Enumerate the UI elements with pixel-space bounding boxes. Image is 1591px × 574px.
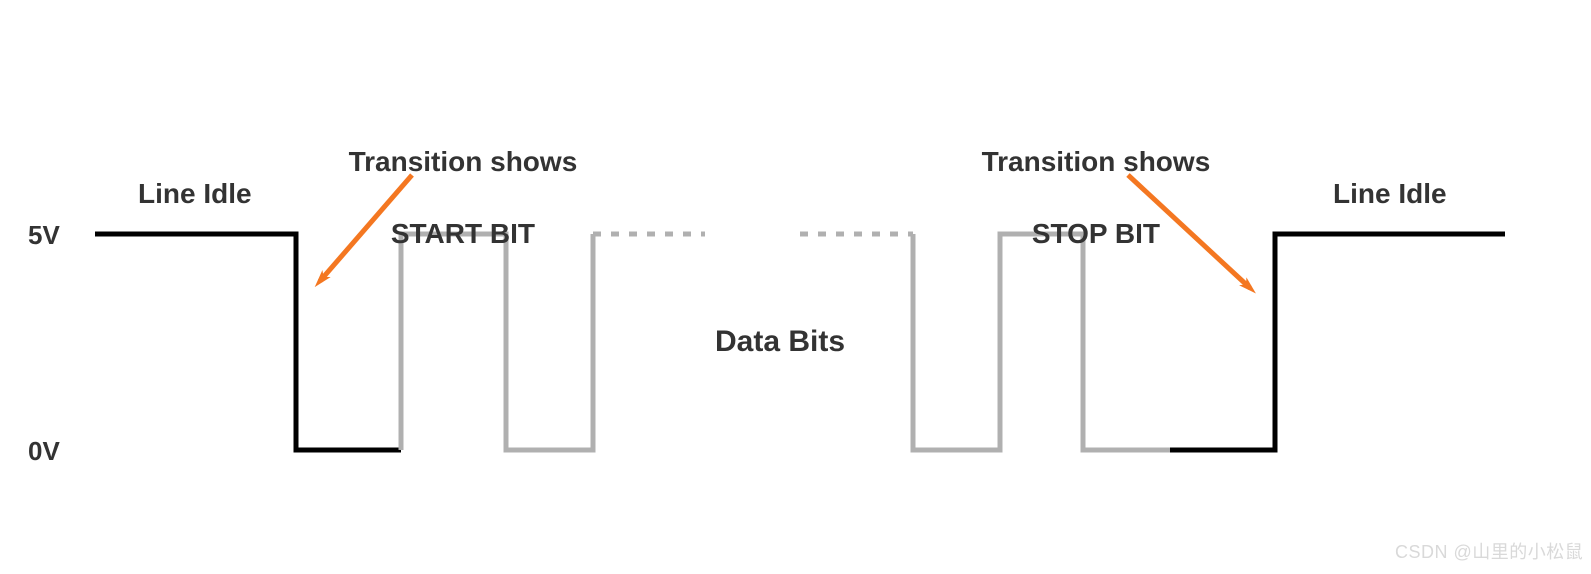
label-start-line2: START BIT [391, 218, 535, 249]
label-stop-bit: Transition shows STOP BIT [966, 108, 1210, 252]
label-line-idle-right: Line Idle [1333, 178, 1447, 210]
label-start-line1: Transition shows [349, 146, 578, 177]
label-start-bit: Transition shows START BIT [333, 108, 577, 252]
axis-label-0v: 0V [28, 436, 60, 467]
label-data-bits: Data Bits [715, 325, 845, 359]
waveform-gray-right [913, 234, 1170, 450]
label-stop-line2: STOP BIT [1032, 218, 1160, 249]
label-line-idle-left: Line Idle [138, 178, 252, 210]
watermark-csdn: CSDN @山里的小松鼠 [1395, 538, 1583, 564]
waveform-black-right [1170, 234, 1505, 450]
waveform-black-left [95, 234, 401, 450]
waveform-gray-left [401, 234, 593, 450]
label-stop-line1: Transition shows [982, 146, 1211, 177]
axis-label-5v: 5V [28, 220, 60, 251]
